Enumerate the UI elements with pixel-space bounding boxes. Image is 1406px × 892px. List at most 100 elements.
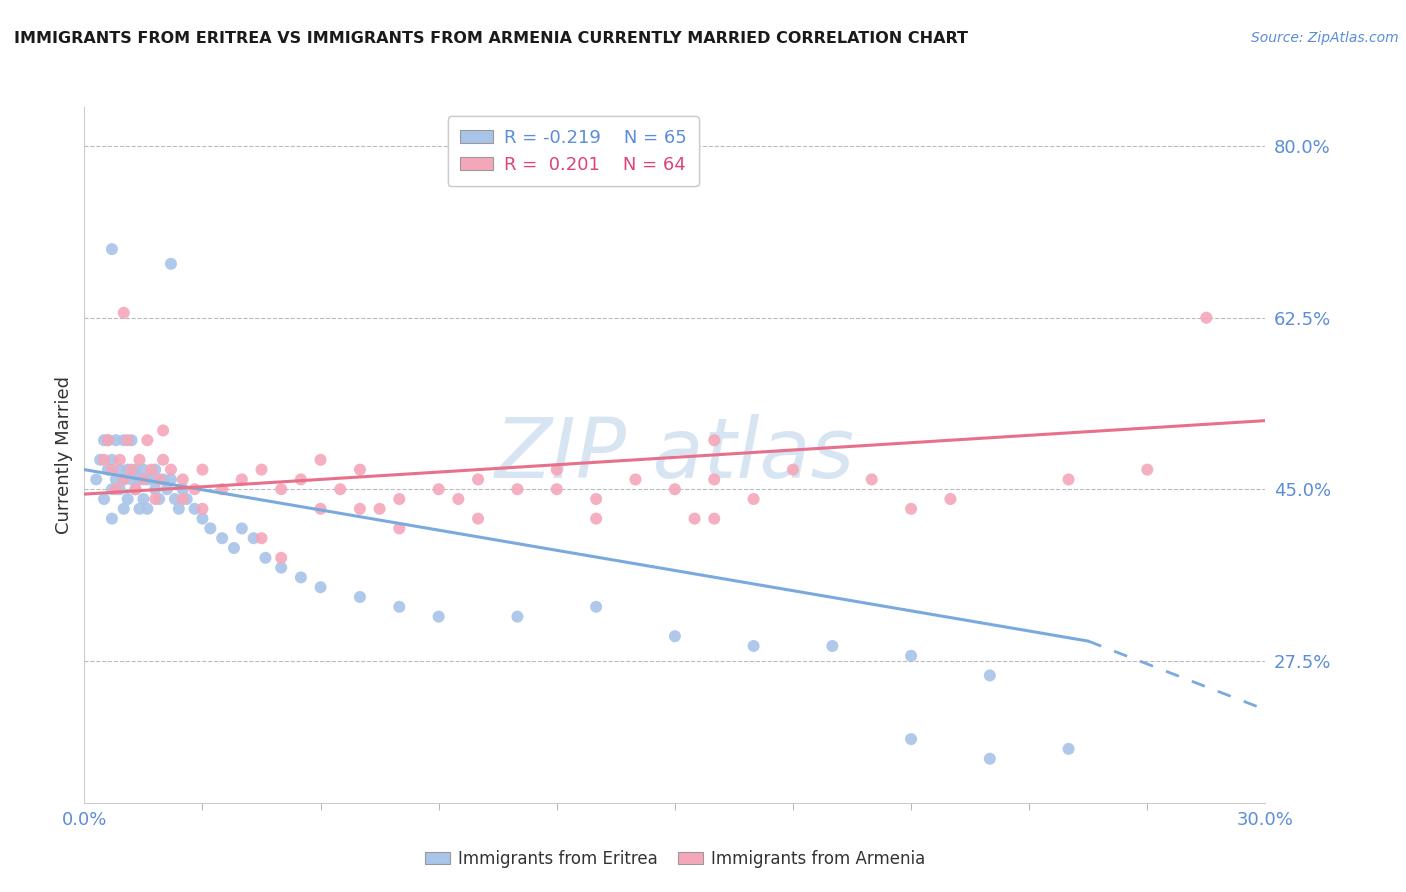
Point	[101, 242, 124, 256]
Point	[309, 452, 332, 467]
Point	[467, 511, 489, 525]
Point	[467, 472, 489, 486]
Text: ZIP atlas: ZIP atlas	[495, 415, 855, 495]
Point	[309, 580, 332, 594]
Point	[93, 491, 115, 506]
Point	[191, 462, 214, 476]
Point	[141, 472, 163, 486]
Point	[664, 482, 686, 496]
Point	[211, 531, 233, 545]
Point	[128, 472, 150, 486]
Point	[349, 462, 371, 476]
Point	[270, 482, 292, 496]
Point	[427, 482, 450, 496]
Point	[191, 501, 214, 516]
Point	[84, 472, 107, 486]
Text: IMMIGRANTS FROM ERITREA VS IMMIGRANTS FROM ARMENIA CURRENTLY MARRIED CORRELATION: IMMIGRANTS FROM ERITREA VS IMMIGRANTS FR…	[14, 31, 969, 46]
Point	[900, 648, 922, 663]
Point	[117, 462, 139, 476]
Point	[97, 462, 120, 476]
Point	[136, 472, 159, 486]
Point	[124, 482, 146, 496]
Point	[1136, 462, 1159, 476]
Point	[163, 491, 186, 506]
Point	[124, 482, 146, 496]
Point	[506, 482, 529, 496]
Point	[546, 462, 568, 476]
Point	[132, 462, 155, 476]
Point	[782, 462, 804, 476]
Point	[136, 434, 159, 448]
Point	[585, 491, 607, 506]
Point	[664, 629, 686, 643]
Point	[93, 434, 115, 448]
Point	[742, 639, 765, 653]
Point	[101, 482, 124, 496]
Point	[172, 491, 194, 506]
Point	[742, 491, 765, 506]
Point	[108, 482, 131, 496]
Point	[270, 560, 292, 574]
Point	[97, 434, 120, 448]
Point	[121, 472, 143, 486]
Point	[624, 472, 647, 486]
Y-axis label: Currently Married: Currently Married	[55, 376, 73, 534]
Point	[152, 452, 174, 467]
Point	[108, 462, 131, 476]
Point	[368, 501, 391, 516]
Point	[860, 472, 883, 486]
Point	[290, 472, 312, 486]
Point	[117, 434, 139, 448]
Point	[112, 501, 135, 516]
Point	[128, 501, 150, 516]
Point	[427, 609, 450, 624]
Legend: Immigrants from Eritrea, Immigrants from Armenia: Immigrants from Eritrea, Immigrants from…	[418, 844, 932, 875]
Point	[143, 462, 166, 476]
Point	[183, 501, 205, 516]
Text: Source: ZipAtlas.com: Source: ZipAtlas.com	[1251, 31, 1399, 45]
Point	[703, 472, 725, 486]
Point	[900, 732, 922, 747]
Point	[148, 491, 170, 506]
Point	[254, 550, 277, 565]
Point	[112, 434, 135, 448]
Point	[143, 491, 166, 506]
Legend: R = -0.219    N = 65, R =  0.201    N = 64: R = -0.219 N = 65, R = 0.201 N = 64	[447, 116, 699, 186]
Point	[270, 550, 292, 565]
Point	[222, 541, 245, 555]
Point	[104, 472, 127, 486]
Point	[979, 668, 1001, 682]
Point	[231, 521, 253, 535]
Point	[104, 482, 127, 496]
Point	[108, 452, 131, 467]
Point	[160, 472, 183, 486]
Point	[309, 501, 332, 516]
Point	[200, 521, 222, 535]
Point	[160, 462, 183, 476]
Point	[128, 452, 150, 467]
Point	[152, 472, 174, 486]
Point	[141, 462, 163, 476]
Point	[242, 531, 264, 545]
Point	[191, 511, 214, 525]
Point	[136, 501, 159, 516]
Point	[349, 590, 371, 604]
Point	[101, 511, 124, 525]
Point	[172, 482, 194, 496]
Point	[167, 501, 190, 516]
Point	[121, 434, 143, 448]
Point	[143, 482, 166, 496]
Point	[112, 472, 135, 486]
Point	[447, 491, 470, 506]
Point	[506, 609, 529, 624]
Point	[183, 482, 205, 496]
Point	[156, 482, 179, 496]
Point	[124, 462, 146, 476]
Point	[388, 491, 411, 506]
Point	[104, 434, 127, 448]
Point	[112, 306, 135, 320]
Point	[1195, 310, 1218, 325]
Point	[683, 511, 706, 525]
Point	[112, 472, 135, 486]
Point	[250, 462, 273, 476]
